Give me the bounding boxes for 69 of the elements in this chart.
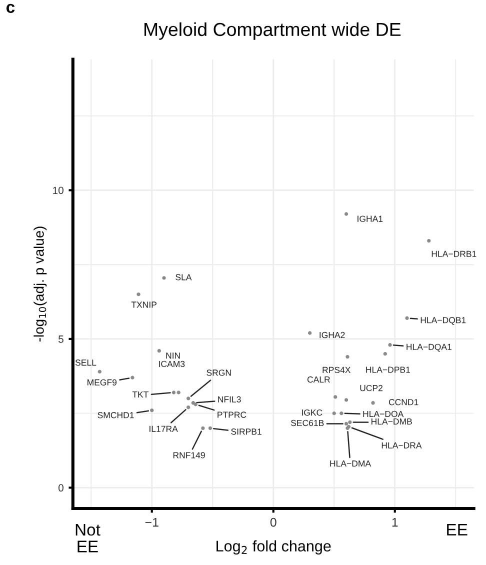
y-tick-label: 0 <box>58 484 64 492</box>
point <box>98 370 102 374</box>
annotation: IGKC <box>302 409 322 416</box>
point <box>150 408 154 412</box>
annotation: HLA−DQA1 <box>406 344 452 352</box>
x-axis-title: Log$_{2}$ fold change <box>216 540 331 555</box>
annotation: SELL <box>75 359 96 366</box>
annotation: HLA−DOA <box>363 410 404 418</box>
point <box>383 352 387 356</box>
point <box>162 276 166 280</box>
annotation: HLA−DPB1 <box>366 366 410 373</box>
point <box>136 292 140 296</box>
point <box>157 349 162 353</box>
annotation: CALR <box>307 376 330 383</box>
text: c <box>6 4 15 13</box>
annotation: SLA <box>176 274 192 280</box>
point <box>208 426 212 430</box>
point <box>427 238 431 243</box>
annotation: SMCHD1 <box>98 412 134 418</box>
chart-title: Myeloid Compartment wide DE <box>144 22 401 40</box>
annotation: PTPRC <box>218 412 246 418</box>
annotation: HLA−DMB <box>372 418 412 424</box>
annotation: NFIL3 <box>218 396 241 402</box>
point <box>194 402 198 406</box>
annotation: TXNIP <box>131 302 156 308</box>
annotation: HLA−DRA <box>382 442 422 448</box>
point <box>172 390 176 394</box>
point <box>308 331 312 335</box>
annotation: HLA−DQB1 <box>420 317 466 325</box>
point <box>346 354 350 359</box>
annotation: HLA−DMA <box>330 460 372 467</box>
point <box>334 395 338 399</box>
annotation: ICAM3 <box>159 360 185 368</box>
annotation: SRGN <box>206 370 231 376</box>
annotation: MEGF9 <box>88 379 117 386</box>
point <box>340 411 344 416</box>
annotation: IL17RA <box>150 426 178 432</box>
point <box>176 390 180 394</box>
x-tick-label: −1 <box>145 518 158 527</box>
point <box>371 401 375 405</box>
annotation: HLA−DRB1 <box>432 250 476 257</box>
annotation: CCND1 <box>388 399 418 406</box>
annotation: SEC61B <box>291 420 324 426</box>
y-tick-label: 5 <box>58 336 64 343</box>
text: EE <box>447 524 468 536</box>
point <box>344 398 348 402</box>
text: Not EE <box>76 524 100 552</box>
point <box>388 343 392 347</box>
point <box>186 406 190 410</box>
annotation: IGHA1 <box>358 216 383 222</box>
point <box>201 426 205 430</box>
point <box>405 316 409 320</box>
annotation: TKT <box>132 392 148 398</box>
point <box>130 376 134 380</box>
x-tick-label: 0 <box>270 518 276 527</box>
x-tick-label: 1 <box>392 518 398 527</box>
annotation: UCP2 <box>360 384 383 392</box>
y-tick-label: 10 <box>53 186 64 194</box>
point <box>344 422 348 426</box>
y-axis-title: -log$_{10}$(adj. p value) <box>34 226 47 342</box>
point <box>186 396 190 400</box>
point <box>348 420 352 424</box>
point <box>332 411 336 416</box>
annotation: SIRPB1 <box>231 428 262 435</box>
annotation: RNF149 <box>173 452 205 458</box>
point <box>344 212 348 216</box>
annotation: IGHA2 <box>320 332 345 338</box>
annotation: NIN <box>166 352 180 359</box>
annotation: RPS4X <box>322 366 351 374</box>
